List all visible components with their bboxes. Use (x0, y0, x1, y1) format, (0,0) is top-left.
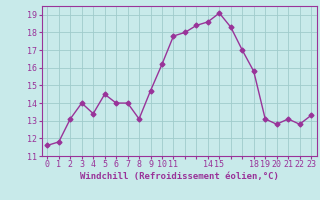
X-axis label: Windchill (Refroidissement éolien,°C): Windchill (Refroidissement éolien,°C) (80, 172, 279, 181)
